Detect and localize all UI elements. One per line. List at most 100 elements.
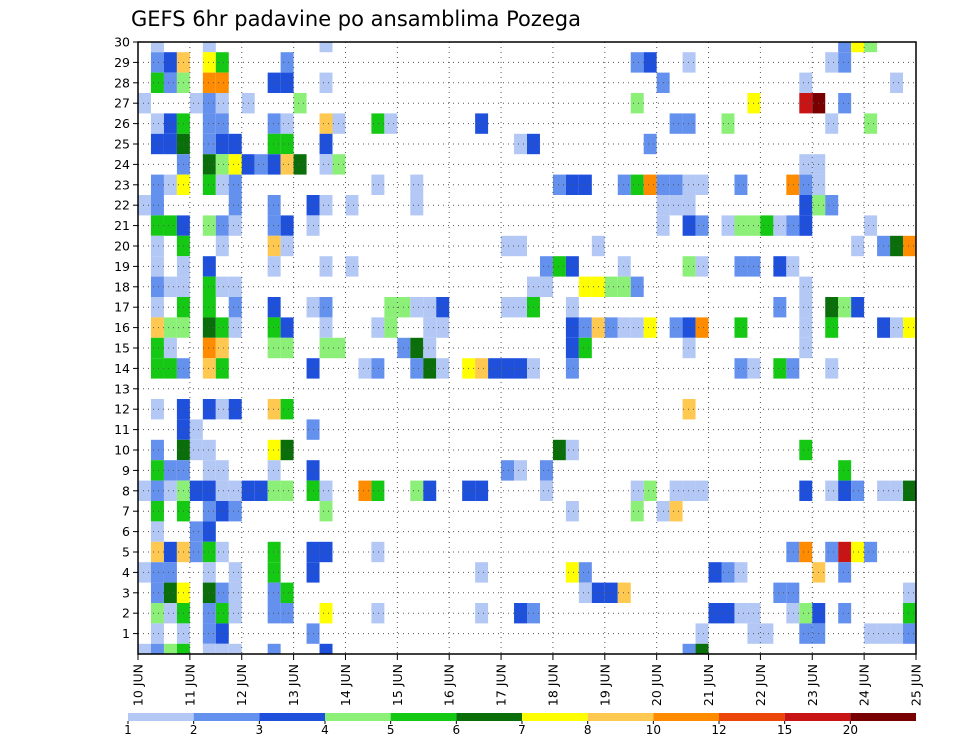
heatmap-cell	[423, 297, 437, 318]
heatmap-cell	[903, 235, 916, 257]
y-tick-label: 8	[122, 483, 130, 498]
heatmap-cell	[319, 337, 333, 359]
heatmap-cell	[150, 562, 164, 583]
y-tick-label: 6	[122, 524, 130, 539]
y-tick-label: 2	[122, 606, 130, 621]
heatmap-cell	[501, 235, 515, 257]
heatmap-cell	[267, 582, 281, 603]
x-tick-label: 13 JUN	[286, 664, 301, 706]
heatmap-cell	[838, 562, 852, 583]
colorbar-label: 2	[190, 723, 198, 737]
heatmap-cell	[838, 460, 852, 481]
heatmap-cell	[163, 541, 177, 563]
heatmap-cell	[721, 603, 735, 624]
heatmap-cell	[617, 276, 631, 297]
heatmap-cell	[903, 623, 916, 644]
heatmap-cell	[202, 133, 216, 155]
heatmap-cell	[215, 113, 229, 134]
heatmap-cell	[539, 276, 553, 297]
colorbar-swatch	[850, 713, 916, 721]
heatmap-cell	[215, 501, 229, 522]
heatmap-cell	[838, 480, 852, 501]
heatmap-cell	[565, 501, 579, 522]
heatmap-cell	[319, 133, 333, 155]
heatmap-cell	[371, 358, 385, 379]
heatmap-cell	[423, 358, 437, 379]
colorbar-swatch	[784, 713, 851, 721]
heatmap-cell	[228, 297, 242, 318]
heatmap-cell	[786, 256, 800, 277]
heatmap-cell	[150, 480, 164, 501]
heatmap-cell	[799, 174, 813, 195]
y-tick-label: 23	[114, 177, 130, 192]
heatmap-cell	[630, 317, 644, 338]
heatmap-cell	[436, 317, 450, 338]
heatmap-cell	[267, 72, 281, 93]
heatmap-cell	[202, 174, 216, 195]
heatmap-cell	[280, 154, 294, 175]
heatmap-cell	[475, 562, 489, 583]
heatmap-cell	[436, 358, 450, 379]
y-tick-label: 11	[114, 422, 130, 437]
heatmap-cell	[202, 480, 216, 501]
heatmap-cell	[682, 52, 696, 73]
heatmap-cell	[514, 460, 527, 481]
heatmap-cell	[202, 603, 216, 624]
colorbar-label: 8	[584, 723, 592, 737]
heatmap-cell	[734, 215, 748, 236]
colorbar-swatch	[719, 713, 785, 721]
heatmap-cell	[514, 603, 527, 624]
heatmap-cell	[903, 582, 916, 603]
heatmap-cell	[799, 215, 813, 236]
colorbar-swatch	[390, 713, 457, 721]
x-tick-label: 24 JUN	[857, 664, 872, 706]
heatmap-cell	[150, 460, 164, 481]
colorbar-label: 5	[387, 723, 395, 737]
heatmap-cell	[410, 174, 424, 195]
heatmap-cell	[150, 215, 164, 236]
heatmap-cell	[163, 582, 177, 603]
heatmap-cell	[319, 480, 333, 501]
heatmap-cell	[734, 317, 748, 338]
heatmap-cell	[604, 317, 618, 338]
heatmap-cell	[319, 72, 333, 93]
heatmap-cell	[267, 235, 281, 257]
heatmap-cell	[514, 297, 527, 318]
heatmap-cell	[825, 358, 839, 379]
heatmap-cell	[202, 93, 216, 114]
heatmap-cell	[280, 480, 294, 501]
heatmap-cell	[189, 541, 203, 563]
heatmap-cell	[228, 215, 242, 236]
heatmap-cell	[163, 460, 177, 481]
heatmap-cell	[721, 113, 735, 134]
heatmap-cell	[202, 439, 216, 461]
heatmap-cell	[410, 337, 424, 359]
heatmap-cell	[825, 113, 839, 134]
colorbar-swatch	[653, 713, 719, 721]
heatmap-cell	[163, 358, 177, 379]
heatmap-cell	[617, 174, 631, 195]
x-tick-label: 15 JUN	[390, 664, 405, 706]
heatmap-cell	[228, 582, 242, 603]
heatmap-cell	[643, 174, 657, 195]
heatmap-cell	[539, 460, 553, 481]
heatmap-cell	[280, 317, 294, 338]
heatmap-cell	[280, 582, 294, 603]
heatmap-cell	[138, 480, 151, 501]
heatmap-cell	[384, 113, 398, 134]
heatmap-cell	[319, 603, 333, 624]
heatmap-cell	[682, 480, 696, 501]
heatmap-cell	[721, 215, 735, 236]
colorbar-label: 7	[518, 723, 526, 737]
heatmap-cell	[514, 358, 527, 379]
heatmap-cell	[799, 154, 813, 175]
heatmap-cell	[150, 439, 164, 461]
y-tick-label: 18	[114, 279, 130, 294]
heatmap-cells	[138, 42, 916, 654]
heatmap-cell	[773, 256, 787, 277]
heatmap-cell	[163, 317, 177, 338]
x-tick-label: 19 JUN	[597, 664, 612, 706]
heatmap-cell	[189, 439, 203, 461]
y-tick-label: 20	[114, 239, 130, 254]
heatmap-cell	[228, 276, 242, 297]
